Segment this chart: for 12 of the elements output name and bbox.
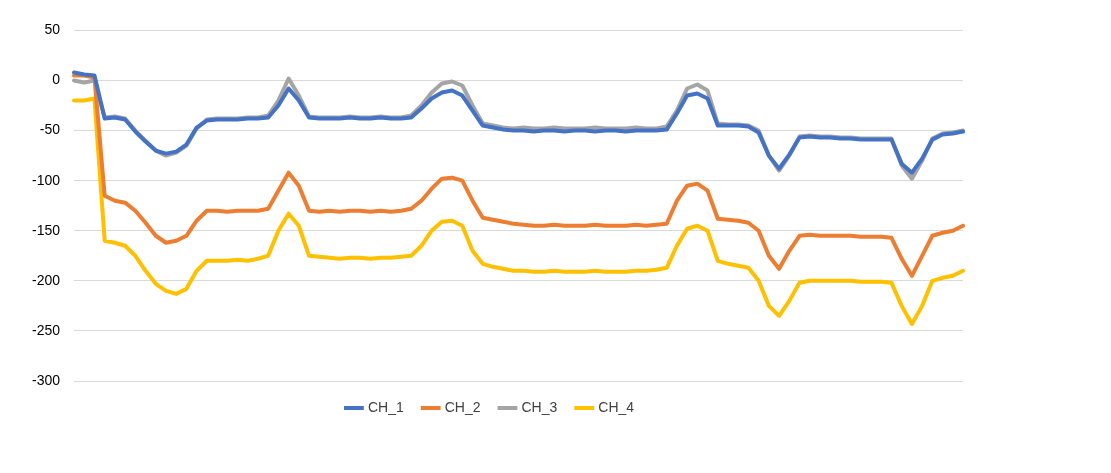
legend-label: CH_4 [598,398,635,415]
y-tick-label: 50 [44,21,61,38]
y-tick-label: -250 [31,321,61,338]
y-tick-label: -150 [31,221,61,238]
legend-label: CH_2 [444,398,481,415]
y-tick-label: -200 [31,271,61,288]
y-tick-label: -50 [39,121,61,138]
legend-label: CH_3 [521,398,558,415]
y-tick-label: 0 [52,71,61,88]
y-tick-label: -300 [31,371,61,388]
legend-label: CH_1 [367,398,404,415]
y-tick-label: -100 [31,171,61,188]
